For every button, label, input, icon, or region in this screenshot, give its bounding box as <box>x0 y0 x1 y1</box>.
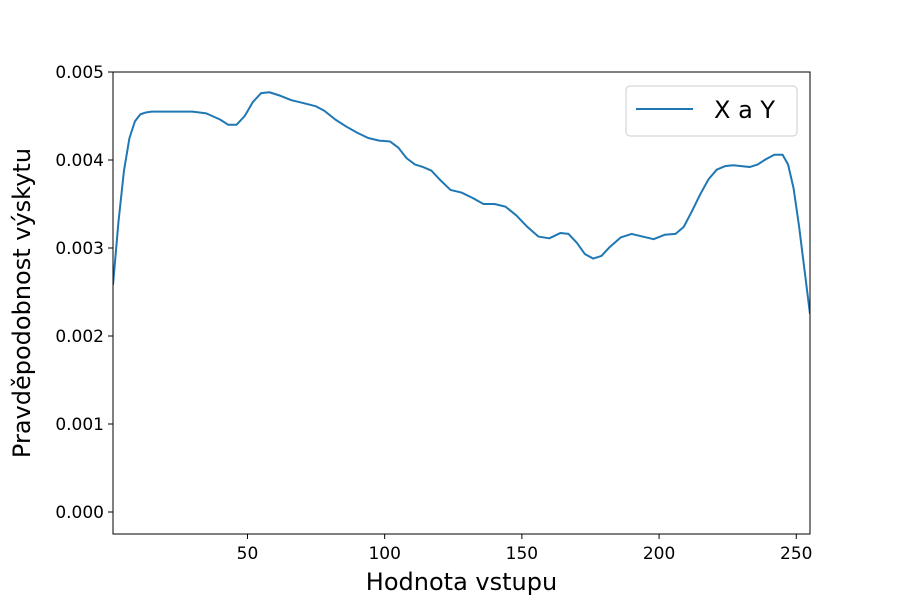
y-tick-label: 0.002 <box>55 327 104 347</box>
y-tick-label: 0.004 <box>55 151 104 171</box>
x-tick-label: 100 <box>368 544 400 564</box>
axes-frame <box>112 71 811 535</box>
axes: 50 100 150 200 250 0.000 0.001 0.002 0.003 0.004 0… <box>55 63 812 564</box>
y-tick-label: 0.005 <box>55 63 104 83</box>
plot-area <box>113 91 810 315</box>
legend: X a Y <box>625 85 798 137</box>
y-tick-label: 0.001 <box>55 415 104 435</box>
legend-box <box>625 85 798 137</box>
x-tick-label: 50 <box>237 544 259 564</box>
y-tick-label: 0.000 <box>55 503 104 523</box>
y-axis-title: Pravděpodobnost výskytu <box>8 148 36 458</box>
x-axis-title: Hodnota vstupu <box>366 568 557 596</box>
x-tick-label: 250 <box>780 544 812 564</box>
series-line-0 <box>113 91 810 315</box>
x-tick-label: 200 <box>643 544 675 564</box>
y-tick-label: 0.003 <box>55 239 104 259</box>
x-tick-label: 150 <box>506 544 538 564</box>
legend-label: X a Y <box>714 96 775 124</box>
